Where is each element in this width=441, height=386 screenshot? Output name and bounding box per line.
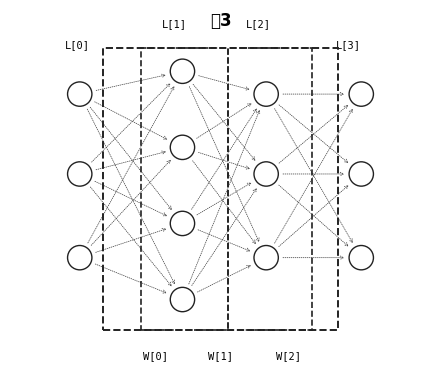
Circle shape (254, 82, 278, 106)
Text: L[0]: L[0] (64, 40, 90, 50)
Text: L[2]: L[2] (246, 19, 271, 29)
Circle shape (254, 162, 278, 186)
Text: W[0]: W[0] (143, 352, 168, 362)
Circle shape (254, 245, 278, 270)
Bar (141, 48, 228, 330)
Circle shape (170, 135, 194, 159)
Text: L[1]: L[1] (162, 19, 187, 29)
Circle shape (170, 59, 194, 83)
Text: L[3]: L[3] (336, 40, 361, 50)
Circle shape (349, 82, 374, 106)
Circle shape (349, 162, 374, 186)
Circle shape (67, 162, 92, 186)
Text: W[2]: W[2] (277, 352, 302, 362)
Circle shape (67, 82, 92, 106)
Bar (228, 48, 312, 330)
Circle shape (67, 245, 92, 270)
Circle shape (170, 211, 194, 235)
Circle shape (349, 245, 374, 270)
Bar (103, 48, 338, 330)
Text: 図3: 図3 (209, 12, 232, 30)
Circle shape (170, 287, 194, 312)
Text: W[1]: W[1] (208, 352, 233, 362)
